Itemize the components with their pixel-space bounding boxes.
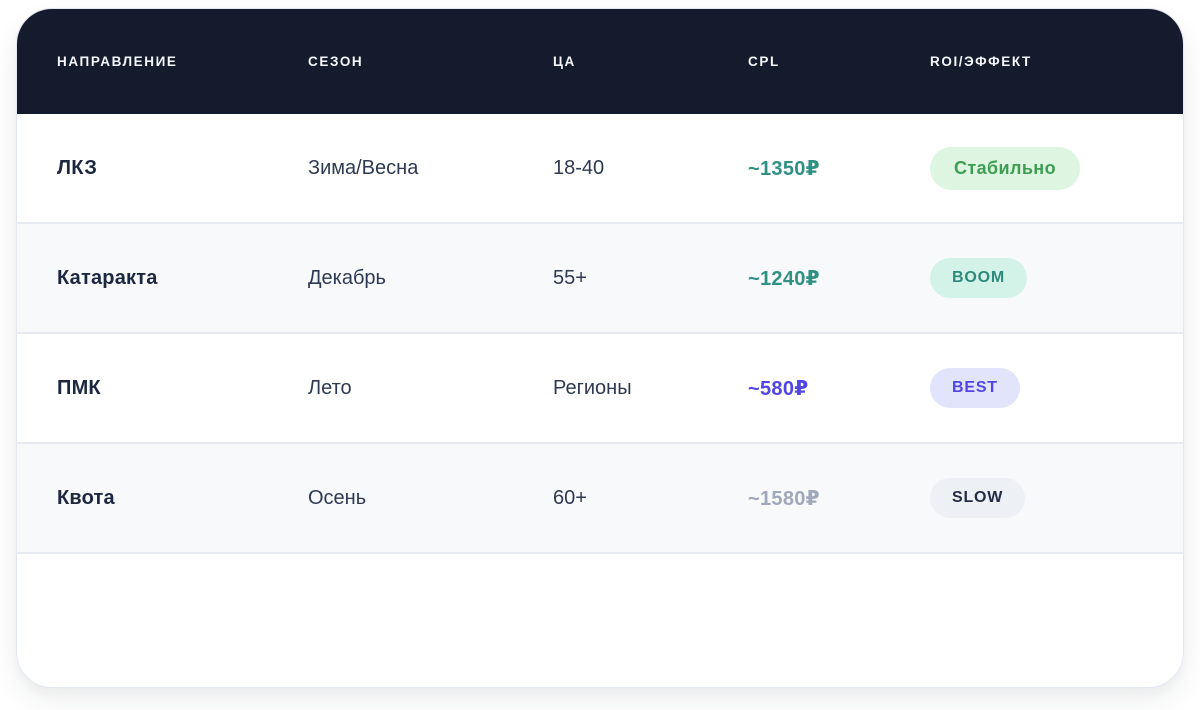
column-header-roi: ROI/ЭФФЕКТ [930,54,1032,69]
status-badge: BOOM [930,258,1027,298]
audience-cell: Регионы [553,376,632,399]
cpl-value: ~580₽ [748,377,809,400]
cpl-value: ~1350₽ [748,157,820,180]
direction-cell: Квота [57,486,115,509]
status-badge: SLOW [930,478,1026,518]
season-cell: Зима/Весна [308,156,419,179]
table-row: Катаракта Декабрь 55+ ~1240₽ BOOM [17,224,1183,334]
season-cell: Лето [308,376,352,399]
table-header-row: НАПРАВЛЕНИЕ СЕЗОН ЦА CPL ROI/ЭФФЕКТ [17,9,1183,114]
table-row: Квота Осень 60+ ~1580₽ SLOW [17,444,1183,554]
marketing-table-card: НАПРАВЛЕНИЕ СЕЗОН ЦА CPL ROI/ЭФФЕКТ ЛКЗ … [16,8,1184,688]
direction-cell: ЛКЗ [57,156,98,179]
direction-cell: Катаракта [57,266,158,289]
table-row: ПМК Лето Регионы ~580₽ BEST [17,334,1183,444]
cpl-value: ~1240₽ [748,267,820,290]
column-header-cpl: CPL [748,54,780,69]
column-header-season: СЕЗОН [308,54,364,69]
status-badge: BEST [930,368,1020,408]
season-cell: Осень [308,486,367,509]
season-cell: Декабрь [308,266,386,289]
direction-cell: ПМК [57,376,101,399]
audience-cell: 18-40 [553,156,605,179]
audience-cell: 55+ [553,266,587,289]
column-header-direction: НАПРАВЛЕНИЕ [57,54,178,69]
cpl-value: ~1580₽ [748,487,820,510]
column-header-audience: ЦА [553,54,576,69]
status-badge: Стабильно [930,146,1080,190]
audience-cell: 60+ [553,486,587,509]
table-row: ЛКЗ Зима/Весна 18-40 ~1350₽ Стабильно [17,114,1183,224]
